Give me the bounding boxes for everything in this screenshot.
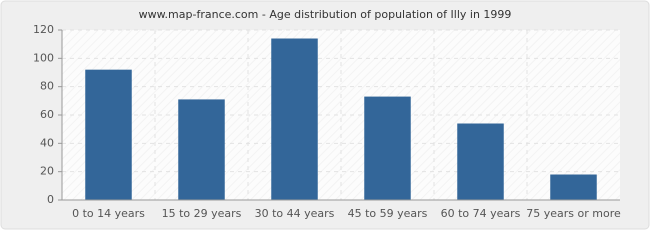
y-tick-label: 120 [33,23,54,36]
x-tick-label: 0 to 14 years [72,207,145,220]
bar [271,38,318,200]
y-tick-label: 100 [33,51,54,64]
x-tick-label: 15 to 29 years [162,207,242,220]
bar [550,174,597,200]
bar [457,123,504,200]
x-tick-label: 75 years or more [526,207,621,220]
y-tick-label: 40 [40,136,54,149]
bar [178,99,225,200]
x-tick-label: 60 to 74 years [441,207,521,220]
x-tick-label: 30 to 44 years [255,207,335,220]
y-tick-label: 60 [40,108,54,121]
y-tick-label: 0 [47,193,54,206]
bar [364,96,411,200]
bar [85,69,132,201]
x-tick-label: 45 to 59 years [348,207,428,220]
page: www.map-france.com - Age distribution of… [0,0,650,230]
chart: www.map-france.com - Age distribution of… [0,0,650,230]
y-tick-label: 20 [40,165,54,178]
y-tick-label: 80 [40,80,54,93]
chart-title: www.map-france.com - Age distribution of… [139,8,512,21]
